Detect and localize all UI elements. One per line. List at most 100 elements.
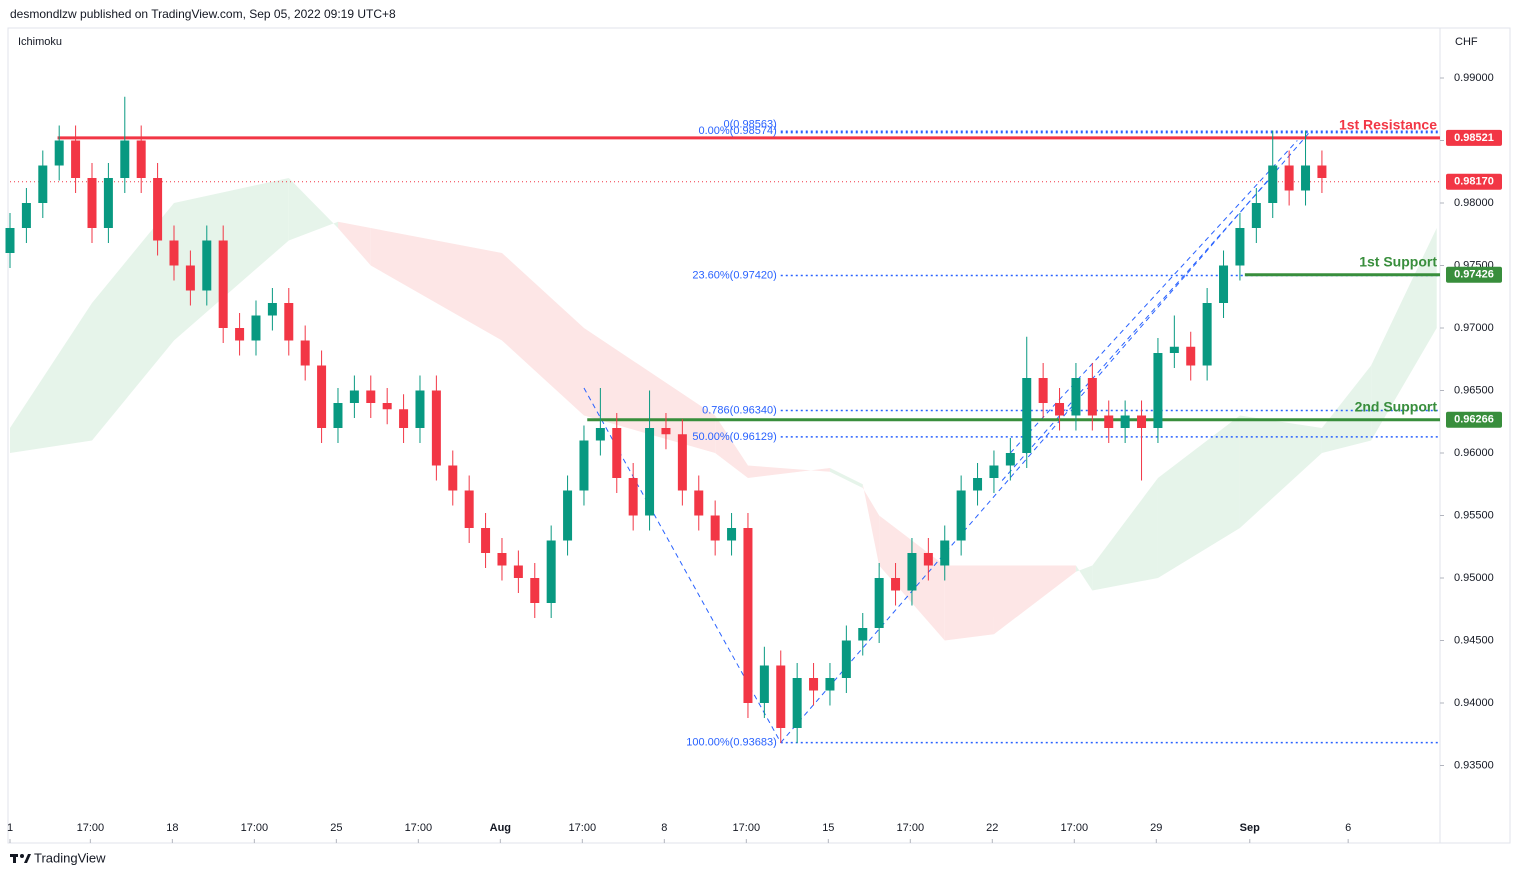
candle-body [349, 390, 359, 403]
candle-body [858, 628, 868, 641]
candle-body [628, 478, 638, 516]
header: desmondlzw published on TradingView.com,… [10, 7, 396, 21]
frame [7, 27, 1511, 844]
candle-body [956, 490, 966, 541]
candle-body [431, 390, 441, 466]
candle-body [989, 465, 999, 478]
candle-body [727, 528, 737, 541]
candle-body [546, 540, 556, 603]
candle-body [1005, 453, 1015, 466]
candle-body [38, 165, 48, 203]
price-tag [1446, 411, 1502, 428]
price-tag-label: 0.98521 [1454, 132, 1494, 144]
candle-body [1235, 228, 1245, 266]
cloud-segment [337, 221, 371, 266]
candle-body [382, 403, 392, 410]
candle-body [645, 428, 655, 516]
cloud-segment [10, 303, 92, 453]
candle-body [1268, 165, 1278, 203]
candle-body [185, 265, 195, 291]
candle-body [218, 240, 228, 328]
cloud-segment [715, 415, 748, 478]
x-tick-label: 22 [986, 822, 998, 834]
trendline [1001, 175, 1274, 481]
candle-body [841, 640, 851, 678]
candle-body [973, 478, 983, 491]
candle-body [907, 553, 917, 591]
brand-logo [10, 854, 31, 863]
candle-body [448, 465, 458, 491]
cloud-segment [829, 468, 863, 488]
price-tag [1446, 173, 1502, 190]
candle-body [809, 678, 819, 691]
y-tick-label: 0.95500 [1454, 509, 1494, 521]
candle-body [103, 178, 113, 228]
candle-body [661, 428, 671, 435]
candle-body [136, 140, 146, 178]
fib-label: 0(0.98563) [724, 119, 777, 131]
cloud-segment [1157, 415, 1240, 578]
price-tag-label: 0.97426 [1454, 269, 1494, 281]
x-tick-label: Sep [1240, 822, 1260, 834]
candle-body [1317, 165, 1327, 178]
candle-body [251, 315, 261, 341]
price-tag-label: 0.98170 [1454, 176, 1494, 188]
cloud-segment [1075, 565, 1093, 591]
candle-body [21, 203, 31, 228]
candle-body [1055, 403, 1065, 416]
x-tick-label: 1 [7, 822, 13, 834]
candle-body [497, 553, 507, 566]
candle-body [1071, 378, 1081, 416]
cloud-segment [944, 565, 994, 641]
candle-body [235, 328, 245, 341]
fib-label: 23.60%(0.97420) [692, 269, 776, 281]
candle-body [677, 434, 687, 491]
cloud-segment [1239, 415, 1322, 528]
fib-label: 0.00%(0.98574) [698, 125, 776, 137]
candle-body [563, 490, 573, 541]
fib-label: 0.786(0.96340) [702, 404, 777, 416]
x-tick-label: 17:00 [733, 822, 761, 834]
candle-body [694, 490, 704, 516]
x-tick-label: 29 [1150, 822, 1162, 834]
price-tag-label: 0.96266 [1454, 414, 1494, 426]
x-tick-label: 17:00 [1061, 822, 1089, 834]
x-tick-label: 17:00 [405, 822, 433, 834]
candle-body [399, 409, 409, 428]
currency: CHF [1455, 36, 1478, 48]
candle-body [1104, 415, 1114, 428]
candle-body [743, 528, 753, 703]
candle-body [792, 678, 802, 728]
candle-body [940, 540, 950, 566]
candle-body [1120, 415, 1130, 428]
y-tick-label: 0.93500 [1454, 759, 1494, 771]
x-tick-label: 17:00 [77, 822, 105, 834]
candle-body [874, 578, 884, 628]
level-name: 2nd Support [1355, 398, 1438, 414]
candle-body [776, 665, 786, 728]
cloud-segment [862, 484, 880, 566]
candle-body [759, 665, 769, 703]
candle-body [169, 240, 179, 266]
y-tick-label: 0.98000 [1454, 197, 1494, 209]
cloud-segment [1371, 228, 1437, 441]
level-name: 1st Resistance [1339, 117, 1437, 133]
candle-body [300, 340, 310, 366]
candle-body [284, 303, 294, 341]
y-tick-label: 0.97000 [1454, 322, 1494, 334]
candle-body [1087, 378, 1097, 416]
candle-body [415, 390, 425, 428]
candle-body [1186, 346, 1196, 366]
candle-body [481, 528, 491, 553]
y-tick-label: 0.95000 [1454, 572, 1494, 584]
candle-body [1169, 346, 1179, 353]
candle-body [891, 578, 901, 591]
candle-body [1137, 415, 1147, 428]
fib-label: 50.00%(0.96129) [692, 431, 776, 443]
price-tag [1446, 266, 1502, 283]
cloud-segment [501, 253, 584, 416]
candle-body [1038, 378, 1048, 403]
trendline [1009, 140, 1298, 454]
